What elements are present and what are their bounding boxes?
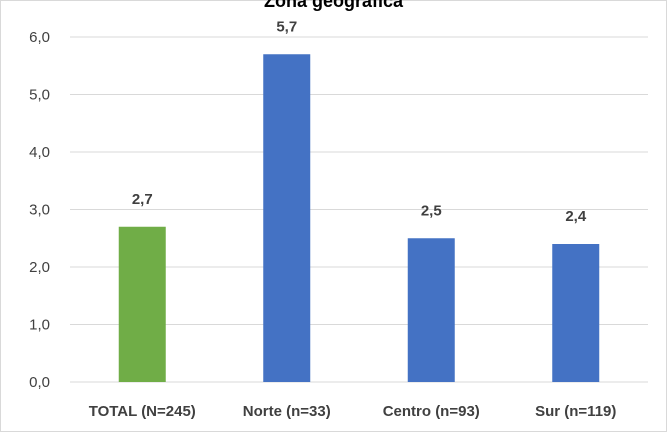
y-tick-label: 1,0 bbox=[29, 317, 50, 334]
x-category-label: Sur (n=119) bbox=[535, 403, 616, 420]
bar bbox=[263, 54, 311, 382]
x-axis-categories: TOTAL (N=245) Norte (n=33) Centro (n=93) Su… bbox=[89, 403, 617, 420]
x-category-label: Centro (n=93) bbox=[383, 403, 480, 420]
data-label: 5,7 bbox=[276, 18, 297, 35]
y-tick-label: 4,0 bbox=[29, 144, 50, 161]
bar bbox=[407, 238, 455, 382]
y-tick-label: 5,0 bbox=[29, 87, 50, 104]
data-label: 2,4 bbox=[565, 208, 587, 225]
bars bbox=[118, 54, 600, 382]
gridlines bbox=[70, 36, 648, 383]
data-label: 2,7 bbox=[132, 191, 153, 208]
chart-title: Zona geográfica bbox=[263, 0, 404, 11]
y-tick-label: 3,0 bbox=[29, 202, 50, 219]
data-label: 2,5 bbox=[421, 202, 442, 219]
y-tick-label: 2,0 bbox=[29, 259, 50, 276]
bar bbox=[552, 244, 600, 382]
y-tick-label: 0,0 bbox=[29, 374, 50, 391]
y-tick-label: 6,0 bbox=[29, 29, 50, 46]
y-axis-ticks: 0,0 1,0 2,0 3,0 4,0 5,0 6,0 bbox=[29, 29, 50, 391]
x-category-label: TOTAL (N=245) bbox=[89, 403, 196, 420]
bar bbox=[118, 226, 166, 382]
x-category-label: Norte (n=33) bbox=[243, 403, 331, 420]
data-labels: 2,7 5,7 2,5 2,4 bbox=[132, 18, 587, 225]
